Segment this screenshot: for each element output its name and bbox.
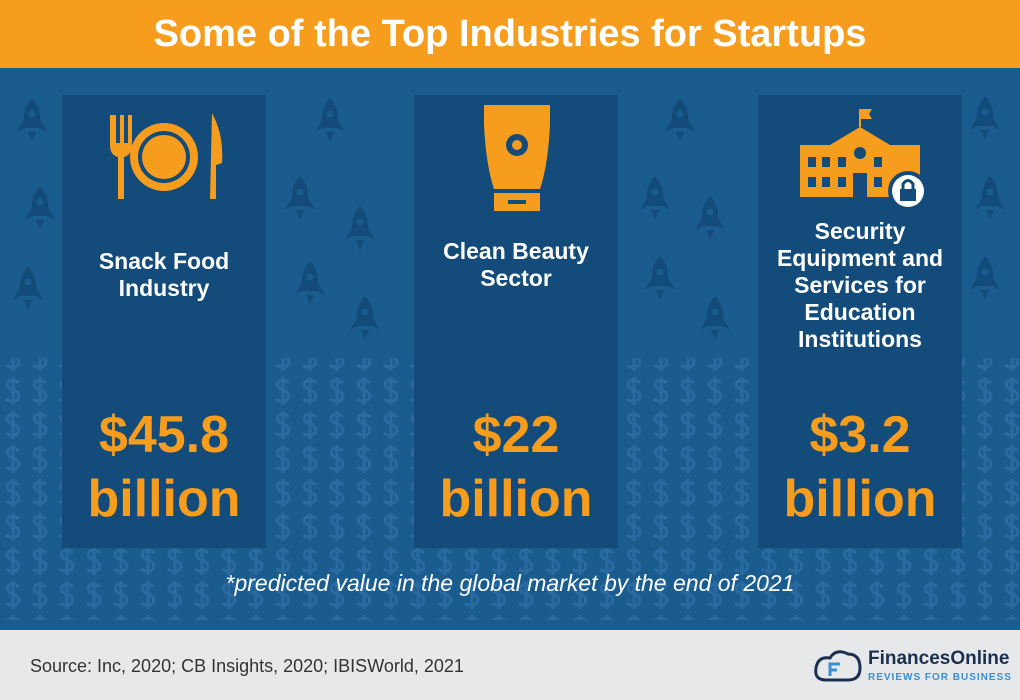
value-amount: $3.2 <box>809 406 911 464</box>
industry-card: Clean Beauty Sector $22 billion <box>414 95 618 548</box>
industry-label: Clean Beauty Sector <box>443 238 589 291</box>
footer: Source: Inc, 2020; CB Insights, 2020; IB… <box>0 630 1020 700</box>
market-value: $3.2 billion <box>758 403 962 531</box>
logo-tagline: REVIEWS FOR BUSINESS <box>868 672 1012 683</box>
industry-card: Snack Food Industry $45.8 billion <box>62 95 266 548</box>
industry-label: Snack Food Industry <box>98 248 230 301</box>
industry-label: Security Equipment and Services for Educ… <box>776 217 944 352</box>
value-unit: billion <box>439 470 593 528</box>
footnote: *predicted value in the global market by… <box>225 570 795 596</box>
beauty-icon <box>484 105 550 211</box>
school-icon <box>800 109 928 211</box>
logo: FinancesOnline REVIEWS FOR BUSINESS <box>812 646 1012 690</box>
title: Some of the Top Industries for Startups <box>0 0 1020 68</box>
market-value: $45.8 billion <box>62 403 266 531</box>
value-amount: $22 <box>472 406 560 464</box>
source: Source: Inc, 2020; CB Insights, 2020; IB… <box>30 656 464 676</box>
value-unit: billion <box>87 470 241 528</box>
value-amount: $45.8 <box>98 406 230 464</box>
industry-card: Security Equipment and Services for Educ… <box>758 95 962 548</box>
value-unit: billion <box>783 470 937 528</box>
food-icon <box>110 113 223 199</box>
market-value: $22 billion <box>414 403 618 531</box>
logo-name: FinancesOnline <box>868 648 1010 669</box>
logo-mark <box>814 650 862 682</box>
